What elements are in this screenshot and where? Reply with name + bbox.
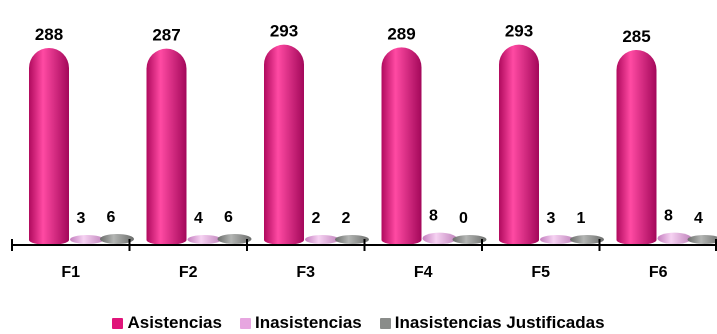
x-tick-label-f2: F2 [179,264,198,281]
legend-item-asistencias: Asistencias [112,313,222,333]
bar-inasistencias-f4 [422,232,457,244]
value-label-inasistencias-f1: 3 [77,210,86,227]
legend-swatch [239,317,251,329]
bar-asistencias-f4 [381,47,422,245]
bar-inasistencias-justificadas-f2 [217,234,252,244]
x-tick-label-f5: F5 [531,264,550,281]
value-label-asistencias-f6: 285 [622,27,650,46]
value-label-inasistencias-f6: 8 [664,208,673,225]
x-tick-label-f4: F4 [414,264,433,281]
legend-item-inasistencias-justificadas: Inasistencias Justificadas [379,313,605,333]
bar-inasistencias-f3 [305,235,339,244]
value-label-inasistencias-f4: 8 [429,208,438,225]
bar-inasistencias-justificadas-f5 [570,235,604,244]
value-label-inasistencias-justificadas-f5: 1 [577,210,586,227]
value-label-asistencias-f1: 288 [35,25,63,44]
value-labels-layer: 288 3 6 287 4 6 293 2 2 289 8 0 293 3 1 285 8 4 [35,22,703,227]
bar-inasistencias-f2 [187,235,222,244]
bar-inasistencias-f5 [540,235,574,244]
bar-asistencias-f1 [29,48,69,245]
x-axis: F1 F2 F3 F4 F5 F6 [11,239,717,281]
bar-asistencias-f6 [616,50,657,245]
legend-label: Inasistencias Justificadas [394,313,605,332]
value-label-inasistencias-justificadas-f1: 6 [107,209,116,226]
bar-inasistencias-justificadas-f3 [335,235,369,244]
value-label-inasistencias-f3: 2 [312,210,321,227]
bar-asistencias-f5 [499,44,539,245]
bar-inasistencias-f1 [70,235,104,244]
legend-label: Inasistencias [254,313,362,332]
x-tick-label-f3: F3 [296,264,315,281]
bar-inasistencias-f6 [657,232,692,244]
bar-inasistencias-justificadas-f1 [100,234,134,244]
legend-item-inasistencias: Inasistencias [239,313,362,333]
value-label-asistencias-f3: 293 [270,22,298,41]
value-label-asistencias-f4: 289 [387,24,415,43]
bar-inasistencias-justificadas-f4 [452,235,487,244]
bar-asistencias-f3 [264,44,304,245]
value-label-asistencias-f2: 287 [152,26,180,45]
legend-swatch [379,317,391,329]
value-label-inasistencias-f5: 3 [547,210,556,227]
legend-label: Asistencias [127,313,222,332]
x-tick-label-f6: F6 [649,264,668,281]
bars-layer [29,44,717,245]
value-label-inasistencias-f2: 4 [194,210,203,227]
x-tick-label-f1: F1 [61,264,80,281]
value-label-inasistencias-justificadas-f6: 4 [694,210,703,227]
bar-inasistencias-justificadas-f6 [687,235,717,244]
legend-swatch [112,317,124,329]
value-label-asistencias-f5: 293 [505,22,533,41]
value-label-inasistencias-justificadas-f4: 0 [459,210,468,227]
value-label-inasistencias-justificadas-f2: 6 [224,209,233,226]
value-label-inasistencias-justificadas-f3: 2 [342,210,351,227]
bar-asistencias-f2 [146,48,187,245]
legend: Asistencias Inasistencias Inasistencias Ju… [0,312,717,334]
